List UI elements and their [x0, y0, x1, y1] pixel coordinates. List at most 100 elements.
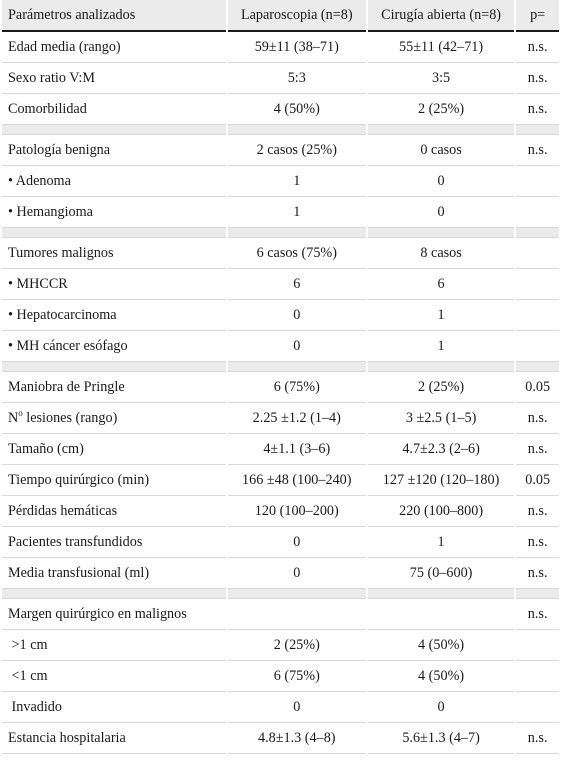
table-row: Tamaño (cm) 4±1.1 (3–6) 4.7±2.3 (2–6) n.s. [2, 434, 559, 465]
row-label: Estancia hospitalaria [2, 723, 226, 754]
table-row: • MHCCR 6 6 [2, 269, 559, 300]
p-value [516, 692, 559, 723]
cirugia-abierta-value: 2 (25%) [367, 372, 515, 403]
laparoscopia-value: 120 (100–200) [227, 496, 366, 527]
row-label-text: N [8, 409, 19, 426]
row-label: Media transfusional (ml) [2, 558, 226, 589]
laparoscopia-value: 0 [227, 527, 366, 558]
cirugia-abierta-value: 3:5 [367, 63, 515, 94]
laparoscopia-value: 166 ±48 (100–240) [227, 465, 366, 496]
table-row: <1 cm 6 (75%) 4 (50%) [2, 661, 559, 692]
spacer-cell [516, 589, 559, 599]
p-value [516, 300, 559, 331]
table-row: Media transfusional (ml) 0 75 (0–600) n.s. [2, 558, 559, 589]
spacer-cell [516, 228, 559, 238]
p-value [516, 630, 559, 661]
cirugia-abierta-value: 4 (50%) [367, 630, 515, 661]
p-value: n.s. [516, 723, 559, 754]
spacer-cell [367, 125, 515, 135]
row-label: Pacientes transfundidos [2, 527, 226, 558]
cirugia-abierta-value: 1 [367, 527, 515, 558]
laparoscopia-value: 6 [227, 269, 366, 300]
laparoscopia-value: 2 (25%) [227, 630, 366, 661]
laparoscopia-value: 59±11 (38–71) [227, 32, 366, 63]
table-row: No lesiones (rango) 2.25 ±1.2 (1–4) 3 ±2.5… [2, 403, 559, 434]
table-row: • MH cáncer esófago 0 1 [2, 331, 559, 362]
laparoscopia-value: 2 casos (25%) [227, 135, 366, 166]
laparoscopia-value: 0 [227, 692, 366, 723]
cirugia-abierta-value: 220 (100–800) [367, 496, 515, 527]
table-row: • Hemangioma 1 0 [2, 197, 559, 228]
row-label: Edad media (rango) [2, 32, 226, 63]
row-label: Tiempo quirúrgico (min) [2, 465, 226, 496]
cirugia-abierta-value: 75 (0–600) [367, 558, 515, 589]
row-label: No lesiones (rango) [2, 403, 226, 434]
row-label: Pérdidas hemáticas [2, 496, 226, 527]
spacer-cell [227, 589, 366, 599]
spacer-cell [2, 589, 226, 599]
cirugia-abierta-value: 1 [367, 300, 515, 331]
cirugia-abierta-value: 0 [367, 197, 515, 228]
table-row: Margen quirúrgico en malignos n.s. [2, 599, 559, 630]
spacer-cell [367, 362, 515, 372]
laparoscopia-value: 4.8±1.3 (4–8) [227, 723, 366, 754]
table-row: Patología benigna 2 casos (25%) 0 casos n.s… [2, 135, 559, 166]
table-header-row: Parámetros analizados Laparoscopia (n=8)… [2, 0, 559, 32]
laparoscopia-value: 0 [227, 300, 366, 331]
row-label: Patología benigna [2, 135, 226, 166]
row-label: Invadido [2, 692, 226, 723]
p-value: n.s. [516, 599, 559, 630]
spacer-cell [516, 362, 559, 372]
table-row: Estancia hospitalaria 4.8±1.3 (4–8) 5.6±1.… [2, 723, 559, 754]
cirugia-abierta-value: 8 casos [367, 238, 515, 269]
spacer-cell [2, 228, 226, 238]
cirugia-abierta-value: 6 [367, 269, 515, 300]
cirugia-abierta-value: 55±11 (42–71) [367, 32, 515, 63]
section-spacer [2, 125, 559, 135]
table-row: Pérdidas hemáticas 120 (100–200) 220 (100–… [2, 496, 559, 527]
row-label-rest: lesiones (rango) [22, 409, 118, 426]
header-parameters: Parámetros analizados [2, 0, 226, 32]
table-row: • Adenoma 1 0 [2, 166, 559, 197]
table-row: • Hepatocarcinoma 0 1 [2, 300, 559, 331]
p-value: 0.05 [516, 465, 559, 496]
p-value: n.s. [516, 527, 559, 558]
cirugia-abierta-value: 2 (25%) [367, 94, 515, 125]
laparoscopia-value: 4±1.1 (3–6) [227, 434, 366, 465]
p-value: n.s. [516, 94, 559, 125]
laparoscopia-value: 5:3 [227, 63, 366, 94]
p-value: n.s. [516, 32, 559, 63]
spacer-cell [367, 228, 515, 238]
section-spacer [2, 589, 559, 599]
row-label: • Hemangioma [2, 197, 226, 228]
cirugia-abierta-value: 4 (50%) [367, 661, 515, 692]
row-label: • Hepatocarcinoma [2, 300, 226, 331]
laparoscopia-value: 0 [227, 558, 366, 589]
laparoscopia-value: 6 casos (75%) [227, 238, 366, 269]
table-row: Tiempo quirúrgico (min) 166 ±48 (100–240)… [2, 465, 559, 496]
cirugia-abierta-value: 0 casos [367, 135, 515, 166]
cirugia-abierta-value: 5.6±1.3 (4–7) [367, 723, 515, 754]
spacer-cell [227, 362, 366, 372]
spacer-cell [2, 125, 226, 135]
cirugia-abierta-value: 3 ±2.5 (1–5) [367, 403, 515, 434]
spacer-cell [367, 589, 515, 599]
laparoscopia-value: 0 [227, 331, 366, 362]
row-label: Margen quirúrgico en malignos [2, 599, 226, 630]
p-value [516, 166, 559, 197]
p-value: n.s. [516, 63, 559, 94]
header-laparoscopia: Laparoscopia (n=8) [227, 0, 366, 32]
cirugia-abierta-value [367, 599, 515, 630]
spacer-cell [516, 125, 559, 135]
table-row: Sexo ratio V:M 5:3 3:5 n.s. [2, 63, 559, 94]
cirugia-abierta-value: 1 [367, 331, 515, 362]
header-p-value: p= [516, 0, 559, 32]
row-label: • MHCCR [2, 269, 226, 300]
laparoscopia-value: 6 (75%) [227, 661, 366, 692]
spacer-cell [227, 228, 366, 238]
laparoscopia-value: 2.25 ±1.2 (1–4) [227, 403, 366, 434]
p-value: n.s. [516, 135, 559, 166]
row-label: Maniobra de Pringle [2, 372, 226, 403]
p-value: n.s. [516, 434, 559, 465]
section-spacer [2, 228, 559, 238]
